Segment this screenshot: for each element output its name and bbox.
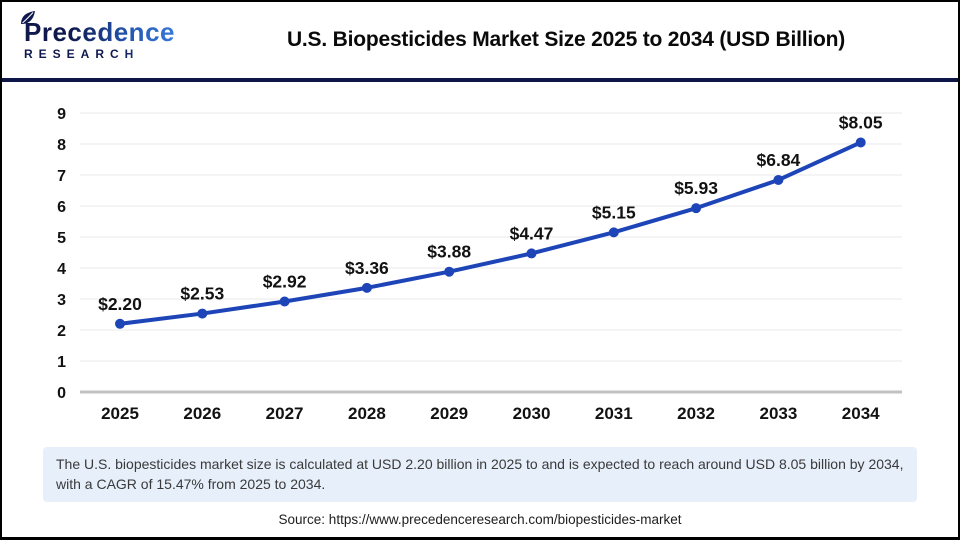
svg-text:$5.93: $5.93 (674, 178, 718, 198)
svg-text:0: 0 (57, 385, 66, 402)
svg-text:$2.92: $2.92 (263, 271, 307, 291)
svg-text:7: 7 (57, 168, 66, 185)
svg-text:$6.84: $6.84 (757, 150, 801, 170)
svg-text:5: 5 (57, 230, 66, 247)
svg-text:$8.05: $8.05 (839, 112, 883, 132)
svg-text:2034: 2034 (842, 404, 880, 423)
logo: Precedence RESEARCH (2, 10, 192, 61)
svg-text:2031: 2031 (595, 404, 633, 423)
svg-text:2032: 2032 (677, 404, 715, 423)
svg-text:3: 3 (57, 292, 66, 309)
svg-text:2028: 2028 (348, 404, 386, 423)
svg-text:9: 9 (57, 106, 66, 123)
svg-text:6: 6 (57, 199, 66, 216)
header: Precedence RESEARCH U.S. Biopesticides M… (2, 2, 958, 82)
logo-brand-text: Precedence (24, 18, 192, 46)
svg-text:$3.36: $3.36 (345, 258, 389, 278)
svg-text:4: 4 (57, 261, 66, 278)
svg-text:$5.15: $5.15 (592, 202, 636, 222)
svg-text:2033: 2033 (759, 404, 797, 423)
svg-text:2030: 2030 (513, 404, 551, 423)
svg-text:1: 1 (57, 354, 66, 371)
svg-text:$2.53: $2.53 (180, 284, 224, 304)
svg-text:2029: 2029 (430, 404, 468, 423)
svg-text:$2.20: $2.20 (98, 294, 142, 314)
source-text: Source: https://www.precedenceresearch.c… (278, 511, 682, 527)
svg-text:2026: 2026 (183, 404, 221, 423)
svg-text:$4.47: $4.47 (510, 223, 554, 243)
svg-text:$3.88: $3.88 (427, 242, 471, 262)
summary-note: The U.S. biopesticides market size is ca… (43, 447, 917, 502)
svg-text:2027: 2027 (266, 404, 304, 423)
svg-text:2025: 2025 (101, 404, 139, 423)
chart-svg: 0 1 2 3 4 5 6 7 8 9 2025 2026 2027 2028 2029 2030 2031 20… (57, 106, 902, 423)
page-title: U.S. Biopesticides Market Size 2025 to 2… (286, 28, 846, 51)
svg-text:2: 2 (57, 323, 66, 340)
svg-text:8: 8 (57, 137, 66, 154)
chart-area: 0 1 2 3 4 5 6 7 8 9 2025 2026 2027 2028 2029 2030 2031 20… (2, 82, 958, 442)
logo-sub-text: RESEARCH (24, 47, 192, 61)
